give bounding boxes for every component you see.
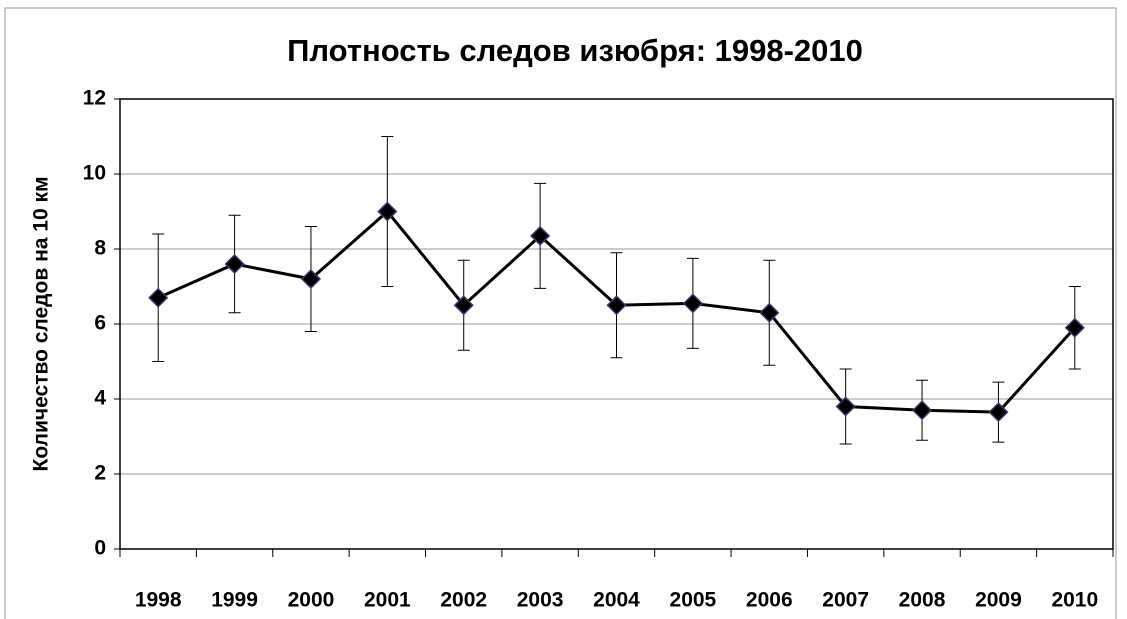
x-tick-label: 2000 <box>288 589 335 612</box>
y-tick-label: 0 <box>94 537 106 560</box>
chart-border <box>4 7 1117 619</box>
x-tick-label: 2010 <box>1051 589 1098 612</box>
x-tick-label: 2007 <box>822 589 869 612</box>
x-tick-label: 2003 <box>517 589 564 612</box>
x-tick-label: 2008 <box>899 589 946 612</box>
y-tick-label: 10 <box>83 162 106 185</box>
x-tick-label: 2006 <box>746 589 793 612</box>
data-marker <box>224 253 245 275</box>
data-marker <box>300 268 322 290</box>
y-axis-label: Количество следов на 10 км <box>30 177 53 472</box>
x-tick-label: 2005 <box>670 589 717 612</box>
y-tick-label: 12 <box>83 87 106 110</box>
data-marker <box>682 293 703 314</box>
x-tick-label: 2009 <box>975 589 1022 612</box>
data-marker <box>759 302 780 323</box>
data-marker <box>606 295 627 316</box>
data-marker <box>911 400 933 421</box>
x-tick-label: 2001 <box>364 589 411 612</box>
x-tick-label: 1998 <box>135 589 182 612</box>
x-tick-label: 2004 <box>593 589 640 612</box>
data-marker <box>453 295 474 316</box>
data-marker <box>835 396 856 417</box>
y-tick-label: 8 <box>94 237 106 260</box>
y-tick-label: 6 <box>94 312 106 335</box>
data-marker <box>148 287 169 308</box>
plot-frame <box>119 98 1114 550</box>
data-marker <box>530 225 551 246</box>
y-tick-label: 2 <box>94 462 106 485</box>
data-marker <box>988 402 1009 423</box>
data-marker <box>1064 317 1085 338</box>
x-tick-label: 1999 <box>211 589 258 612</box>
data-marker <box>377 201 398 222</box>
y-tick-label: 4 <box>94 387 106 410</box>
x-tick-label: 2002 <box>440 589 487 612</box>
chart-title: Плотность следов изюбря: 1998-2010 <box>287 33 863 68</box>
